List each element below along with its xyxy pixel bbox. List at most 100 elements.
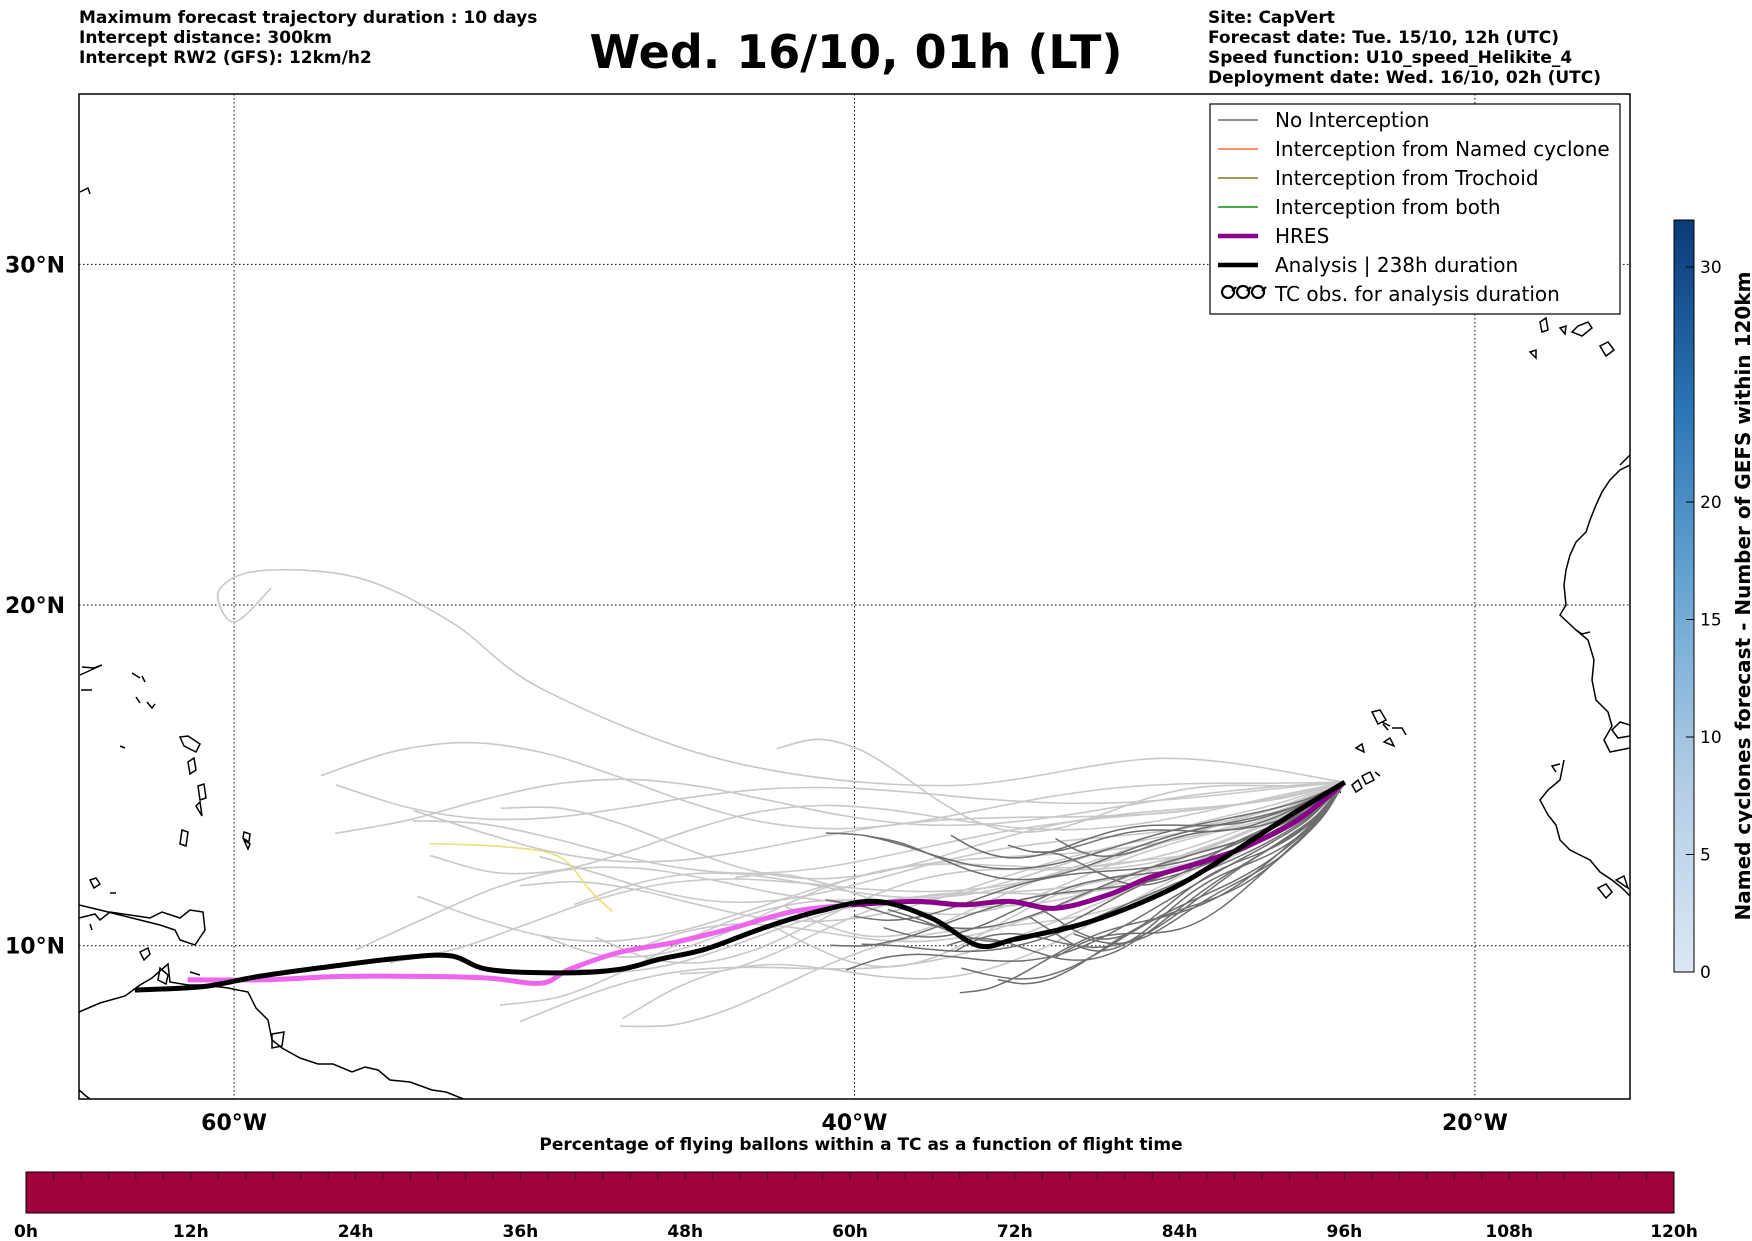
ensemble-trajectories <box>216 569 1346 1028</box>
st-lucia-island <box>197 783 207 801</box>
cape-verde-sao-vicente <box>1381 721 1391 727</box>
hispaniola-island <box>79 664 103 676</box>
legend: No Interception Interception from Named c… <box>1209 103 1621 315</box>
lesser-antilles-small-1 <box>89 923 93 931</box>
flight-time-tick-label: 60h <box>832 1222 868 1241</box>
flight-time-tick-label: 0h <box>14 1222 38 1241</box>
lat-tick-label: 30°N <box>5 253 65 278</box>
forecast-date-text: Forecast date: Tue. 15/10, 12h (UTC) <box>1208 28 1559 48</box>
flight-time-bar-title: Percentage of flying ballons within a TC… <box>539 1135 1183 1155</box>
cape-verde-maio <box>1354 742 1366 754</box>
canary-island-1 <box>1539 316 1549 333</box>
axis-labels: 30°N 20°N 10°N 60°W 40°W 20°W <box>5 253 1508 1136</box>
ensemble-trajectory <box>335 781 1345 821</box>
colorbar-tick-label: 10 <box>1700 728 1722 748</box>
venezuela-north-coast <box>79 904 206 946</box>
ensemble-trajectory <box>861 781 1346 953</box>
deployment-date-text: Deployment date: Wed. 16/10, 02h (UTC) <box>1208 68 1602 88</box>
ensemble-trajectory <box>734 781 1345 916</box>
flight-time-tick-label: 120h <box>1650 1222 1698 1241</box>
site-text: Site: CapVert <box>1208 8 1335 28</box>
ensemble-trajectory <box>334 778 1345 835</box>
dakar-peninsula <box>1550 763 1561 773</box>
canary-island-2 <box>1558 324 1567 336</box>
ensemble-trajectory <box>846 781 1346 971</box>
caribbean-island-3 <box>135 696 141 704</box>
cape-verde-sal <box>1382 723 1389 731</box>
legend-label: Interception from Trochoid <box>1275 166 1539 190</box>
lon-tick-label: 60°W <box>201 1111 267 1136</box>
south-america-coast <box>79 962 466 1099</box>
canary-island-5 <box>1528 348 1537 360</box>
cape-verde-island-extra-1 <box>1351 778 1363 794</box>
canary-island-3 <box>1570 321 1594 337</box>
colorbar-tick-label: 0 <box>1700 963 1711 983</box>
caribbean-island-2 <box>141 675 146 683</box>
ensemble-trajectory <box>574 781 1345 906</box>
cyclone-icon <box>1235 284 1252 300</box>
flight-time-tick-label: 24h <box>338 1222 374 1241</box>
lon-tick-label: 40°W <box>822 1111 888 1136</box>
cape-verde-santo-antao <box>1370 709 1388 726</box>
canary-island-4 <box>1598 341 1616 358</box>
tiny-island-1 <box>119 745 126 749</box>
flight-time-tick-label: 84h <box>1162 1222 1198 1241</box>
martinique-island <box>187 756 197 776</box>
lat-tick-label: 20°N <box>5 594 65 619</box>
ensemble-trajectory <box>1073 781 1346 945</box>
senegal-coast <box>1611 721 1630 739</box>
cape-verde-santiago <box>1360 770 1376 786</box>
lat-tick-label: 10°N <box>5 935 65 960</box>
ensemble-trajectory <box>866 781 1345 881</box>
colorbar-gradient <box>1673 219 1695 973</box>
ensemble-trajectory <box>997 781 1346 985</box>
ensemble-trajectory <box>954 781 1346 953</box>
ensemble-trajectory <box>825 781 1345 870</box>
ensemble-trajectory <box>500 781 1345 880</box>
run-info-left: Maximum forecast trajectory duration : 1… <box>79 8 537 68</box>
flight-time-tick-label: 72h <box>997 1222 1033 1241</box>
caribbean-island-1 <box>131 672 141 679</box>
ensemble-trajectory <box>950 781 1345 859</box>
page-title: Wed. 16/10, 01h (LT) <box>589 25 1123 79</box>
gulf-of-paria-coast <box>189 971 201 976</box>
map-frame <box>78 93 1631 1100</box>
cyclone-icon <box>1220 284 1237 300</box>
trinidad-coast <box>157 966 169 986</box>
flight-time-tick-label: 12h <box>173 1222 209 1241</box>
legend-label: Analysis | 238h duration <box>1275 253 1518 277</box>
flight-time-bar: 0h 12h 24h 36h 48h 60h 72h 84h 96h 108h 120h <box>14 1171 1698 1241</box>
speed-function-text: Speed function: U10_speed_Helikite_4 <box>1208 48 1573 68</box>
african-bulge-coast <box>1575 629 1591 635</box>
tobago-island <box>88 877 102 890</box>
ensemble-trajectory <box>430 781 1345 875</box>
flight-time-tick-label: 96h <box>1327 1222 1363 1241</box>
grenada-island <box>179 829 189 847</box>
guadeloupe-island <box>178 735 201 754</box>
legend-label: HRES <box>1275 224 1329 248</box>
coastlines <box>79 186 1630 1099</box>
max-duration-text: Maximum forecast trajectory duration : 1… <box>79 8 538 28</box>
tiny-island-3 <box>242 837 251 851</box>
intercept-rw2-text: Intercept RW2 (GFS): 12km/h2 <box>79 48 372 68</box>
run-info-right: Site: CapVert Forecast date: Tue. 15/10,… <box>1208 8 1601 88</box>
legend-label: No Interception <box>1275 108 1429 132</box>
colorbar-tick-label: 15 <box>1700 611 1722 631</box>
ensemble-trajectory <box>959 781 1346 994</box>
st-vincent-island <box>195 800 203 817</box>
flight-time-tick-label: 108h <box>1485 1222 1533 1241</box>
ensemble-trajectory <box>216 569 1345 787</box>
special-trajectories <box>134 780 1347 993</box>
hres-trajectory-west <box>187 902 852 986</box>
africa-west-coast <box>1559 464 1630 753</box>
colorbar-label: Named cyclones forecast - Number of GEFS… <box>1731 272 1752 921</box>
ensemble-trajectory <box>320 741 1345 830</box>
intercept-distance-text: Intercept distance: 300km <box>79 28 332 48</box>
flight-time-tick-label: 36h <box>503 1222 539 1241</box>
lon-tick-label: 20°W <box>1442 1111 1508 1136</box>
trochoid-trajectory <box>429 842 614 913</box>
ensemble-trajectory <box>413 781 1345 863</box>
caribbean-island-4 <box>146 701 156 710</box>
cape-verde-island-extra-2 <box>1374 771 1381 777</box>
